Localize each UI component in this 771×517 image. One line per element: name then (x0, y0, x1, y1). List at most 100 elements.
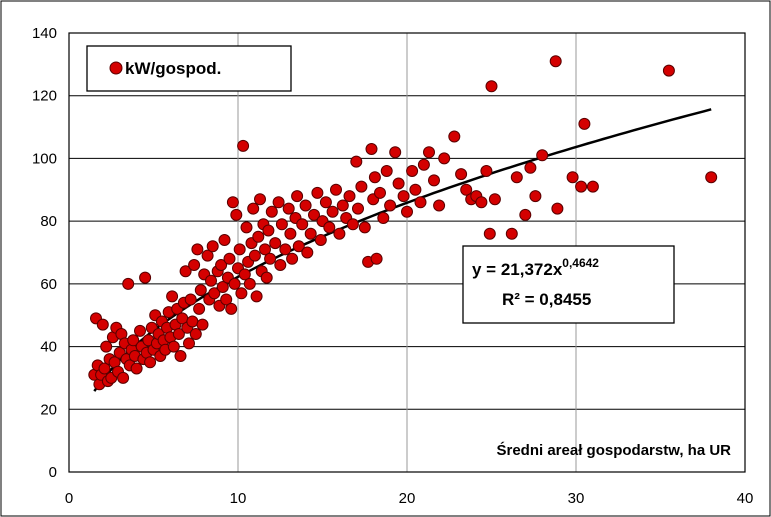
data-point (390, 147, 401, 158)
data-point (195, 285, 206, 296)
data-point (334, 228, 345, 239)
data-point (168, 341, 179, 352)
data-point (398, 191, 409, 202)
data-point (270, 238, 281, 249)
x-tick-label: 20 (399, 490, 416, 507)
data-point (131, 363, 142, 374)
data-point (327, 206, 338, 217)
trend-equation-base: y = 21,372x (472, 260, 563, 279)
data-point (456, 169, 467, 180)
equation-box: y = 21,372x0,4642 R² = 0,8455 (463, 246, 674, 323)
data-point (273, 197, 284, 208)
y-tick-label: 100 (32, 150, 57, 167)
trend-r-squared: R² = 0,8455 (502, 290, 591, 309)
data-point (486, 81, 497, 92)
data-point (375, 187, 386, 198)
data-point (312, 187, 323, 198)
data-point (481, 166, 492, 177)
x-tick-label: 30 (568, 490, 585, 507)
y-tick-label: 140 (32, 25, 57, 42)
data-point (429, 175, 440, 186)
data-point (197, 319, 208, 330)
data-point (261, 272, 272, 283)
data-point (530, 191, 541, 202)
data-point (537, 150, 548, 161)
data-point (285, 228, 296, 239)
data-point (410, 184, 421, 195)
data-point (706, 172, 717, 183)
data-point (248, 203, 259, 214)
data-point (366, 144, 377, 155)
data-point (184, 338, 195, 349)
data-point (385, 200, 396, 211)
y-tick-label: 80 (40, 213, 57, 230)
data-point (525, 162, 536, 173)
data-point (476, 197, 487, 208)
data-point (251, 291, 262, 302)
y-tick-label: 40 (40, 339, 57, 356)
data-point (587, 181, 598, 192)
data-point (241, 222, 252, 233)
data-point (300, 200, 311, 211)
data-point (331, 184, 342, 195)
data-point (315, 235, 326, 246)
data-point (187, 316, 198, 327)
data-point (418, 159, 429, 170)
data-point (229, 278, 240, 289)
data-point (224, 253, 235, 264)
data-point (276, 219, 287, 230)
data-point (324, 222, 335, 233)
data-point (255, 194, 266, 205)
data-point (101, 341, 112, 352)
data-point (123, 278, 134, 289)
data-point (185, 294, 196, 305)
data-point (393, 178, 404, 189)
data-point (194, 303, 205, 314)
data-point (189, 260, 200, 271)
data-point (226, 303, 237, 314)
data-point (305, 228, 316, 239)
data-point (381, 166, 392, 177)
data-point (287, 253, 298, 264)
data-point (347, 219, 358, 230)
data-point (219, 235, 230, 246)
legend-label: kW/gospod. (125, 59, 221, 78)
x-axis-title: Średni areał gospodarstw, ha UR (497, 441, 732, 459)
trend-equation-exponent: 0,4642 (562, 256, 599, 270)
data-point (506, 228, 517, 239)
data-point (378, 213, 389, 224)
x-tick-label: 10 (230, 490, 247, 507)
data-point (302, 247, 313, 258)
data-point (576, 181, 587, 192)
data-point (484, 228, 495, 239)
data-point (175, 351, 186, 362)
data-point (192, 244, 203, 255)
data-point (402, 206, 413, 217)
data-point (97, 319, 108, 330)
data-point (275, 260, 286, 271)
data-point (552, 203, 563, 214)
y-tick-label: 0 (49, 464, 57, 481)
data-point (231, 209, 242, 220)
data-point (663, 65, 674, 76)
data-point (369, 172, 380, 183)
data-point (265, 253, 276, 264)
x-tick-label: 0 (65, 490, 73, 507)
data-point (253, 231, 264, 242)
data-point (424, 147, 435, 158)
data-point (415, 197, 426, 208)
data-point (371, 253, 382, 264)
data-point (320, 197, 331, 208)
legend: kW/gospod. (87, 46, 291, 91)
y-tick-label: 60 (40, 276, 57, 293)
data-point (337, 200, 348, 211)
data-point (439, 153, 450, 164)
data-point (449, 131, 460, 142)
data-point (280, 244, 291, 255)
data-point (511, 172, 522, 183)
data-point (283, 203, 294, 214)
x-tick-label: 40 (737, 490, 754, 507)
data-point (550, 56, 561, 67)
data-point (167, 291, 178, 302)
